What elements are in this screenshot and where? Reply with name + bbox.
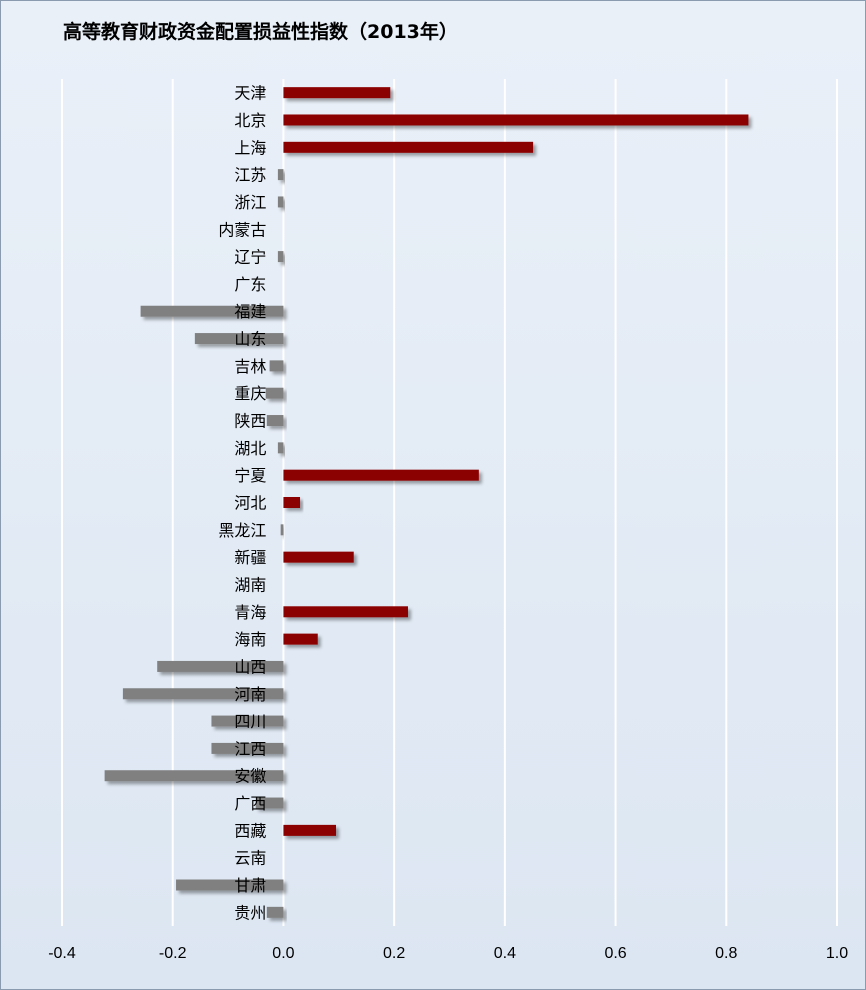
bar-9 bbox=[194, 333, 284, 345]
category-label-0: 天津 bbox=[234, 84, 266, 103]
category-label-12: 陕西 bbox=[234, 412, 266, 431]
bar-3 bbox=[277, 169, 284, 181]
category-label-24: 江西 bbox=[234, 739, 266, 758]
bar-10 bbox=[269, 360, 284, 372]
bar-0 bbox=[283, 87, 391, 99]
bar-14 bbox=[283, 469, 479, 481]
bar-27 bbox=[283, 824, 337, 836]
category-label-6: 辽宁 bbox=[234, 248, 266, 267]
category-label-23: 四川 bbox=[234, 712, 266, 731]
bar-29 bbox=[176, 879, 284, 891]
bar-24 bbox=[211, 742, 284, 754]
category-label-27: 西藏 bbox=[234, 821, 266, 840]
bar-21 bbox=[157, 660, 284, 672]
bar-16 bbox=[280, 524, 284, 536]
category-label-3: 江苏 bbox=[234, 166, 266, 185]
bar-17 bbox=[283, 551, 354, 563]
category-label-1: 北京 bbox=[234, 111, 266, 130]
x-tick-label-1: -0.2 bbox=[159, 945, 187, 962]
category-label-2: 上海 bbox=[234, 138, 266, 157]
category-label-25: 安徽 bbox=[234, 767, 266, 786]
bar-6 bbox=[277, 251, 284, 263]
bar-19 bbox=[283, 606, 408, 618]
x-tick-label-0: -0.4 bbox=[48, 945, 76, 962]
category-label-13: 湖北 bbox=[234, 439, 266, 458]
x-tick-label-3: 0.2 bbox=[383, 945, 405, 962]
category-label-16: 黑龙江 bbox=[218, 521, 266, 540]
category-label-14: 宁夏 bbox=[234, 466, 266, 485]
bar-11 bbox=[265, 387, 284, 399]
category-label-21: 山西 bbox=[234, 657, 266, 676]
category-label-5: 内蒙古 bbox=[218, 220, 266, 239]
category-label-15: 河北 bbox=[234, 494, 266, 513]
bar-20 bbox=[283, 633, 318, 645]
bar-15 bbox=[283, 497, 301, 508]
category-label-10: 吉林 bbox=[234, 357, 266, 376]
category-label-20: 海南 bbox=[234, 630, 266, 649]
bar-2 bbox=[283, 141, 534, 153]
bar-26 bbox=[255, 797, 284, 809]
bar-13 bbox=[277, 442, 284, 454]
bar-12 bbox=[266, 415, 284, 427]
bar-25 bbox=[104, 770, 284, 782]
category-label-4: 浙江 bbox=[234, 193, 266, 212]
category-label-19: 青海 bbox=[234, 603, 266, 622]
category-label-7: 广东 bbox=[234, 275, 266, 294]
chart-title: 高等教育财政资金配置损益性指数（2013年） bbox=[63, 21, 458, 43]
category-label-11: 重庆 bbox=[234, 384, 266, 403]
bar-8 bbox=[140, 305, 284, 317]
x-tick-label-5: 0.6 bbox=[604, 945, 626, 962]
bar-30 bbox=[266, 906, 284, 918]
category-label-18: 湖南 bbox=[234, 575, 266, 594]
bar-1 bbox=[283, 114, 749, 126]
x-tick-label-6: 0.8 bbox=[715, 945, 737, 962]
category-label-30: 贵州 bbox=[234, 903, 266, 922]
category-label-9: 山东 bbox=[234, 330, 266, 349]
x-tick-label-7: 1.0 bbox=[826, 945, 848, 962]
bar-23 bbox=[211, 715, 284, 727]
category-label-28: 云南 bbox=[234, 849, 266, 868]
category-label-8: 福建 bbox=[234, 302, 266, 321]
bar-4 bbox=[277, 196, 284, 208]
category-label-22: 河南 bbox=[234, 685, 266, 704]
category-label-26: 广西 bbox=[234, 794, 266, 813]
category-label-29: 甘肃 bbox=[234, 876, 266, 895]
x-tick-label-2: 0.0 bbox=[272, 945, 294, 962]
category-label-17: 新疆 bbox=[234, 548, 266, 567]
bar-22 bbox=[122, 688, 284, 700]
x-tick-label-4: 0.4 bbox=[494, 945, 516, 962]
